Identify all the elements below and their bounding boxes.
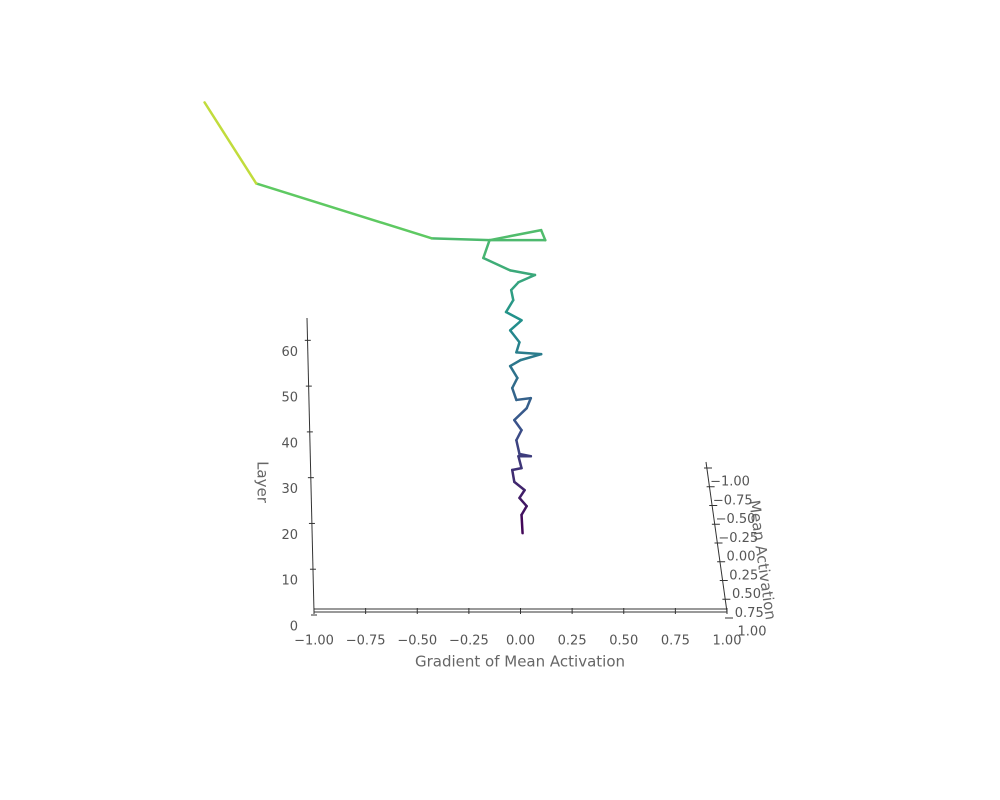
y-axis-line	[306, 317, 315, 613]
x-tick-label: 0.25	[558, 634, 587, 649]
line-segment	[510, 468, 516, 484]
z-tick-label: −0.25	[718, 531, 758, 546]
line-segment	[510, 466, 523, 472]
line-segment	[504, 298, 515, 314]
y-tick-label: 10	[281, 574, 298, 589]
z-tick-label: −0.50	[716, 512, 756, 527]
line-segment	[520, 504, 528, 517]
line-segment	[517, 454, 523, 470]
y-axis-label: Layer	[254, 461, 272, 504]
x-tick-label: 0.75	[661, 634, 690, 649]
y-tick-label: 60	[281, 345, 298, 360]
line-segment	[515, 341, 521, 354]
line-segment	[513, 418, 523, 432]
line-segment	[254, 182, 433, 240]
line-segment	[508, 329, 521, 344]
z-tick-label: 0.75	[735, 606, 764, 621]
line-segment	[518, 496, 528, 508]
line-segment	[482, 238, 491, 260]
line-segment	[515, 351, 543, 356]
x-tick-label: −0.50	[397, 634, 437, 649]
line-segment	[203, 101, 258, 185]
line-segment	[482, 256, 512, 272]
line-segment	[430, 237, 491, 242]
line-segment	[504, 310, 523, 322]
z-tick-label: 0.50	[732, 587, 761, 602]
line-segment	[515, 438, 521, 456]
line-segment	[539, 228, 547, 242]
x-tick-label: 0.50	[609, 634, 638, 649]
y-tick-label: 0	[290, 620, 298, 635]
z-tick-label: −1.00	[710, 475, 750, 490]
line-segment	[488, 228, 543, 242]
line-segment	[518, 452, 533, 458]
line-segment	[520, 513, 524, 535]
x-tick-label: 0.00	[506, 634, 535, 649]
x-axis-label: Gradient of Mean Activation	[415, 653, 625, 671]
line-segment	[510, 376, 519, 390]
z-tick-label: 1.00	[738, 625, 767, 640]
line-segment	[509, 281, 520, 292]
y-tick-label: 50	[281, 391, 298, 406]
line-segment	[508, 319, 523, 332]
line-segment	[508, 269, 537, 277]
plot-area	[203, 101, 547, 535]
line-segment	[515, 428, 523, 442]
line-segment	[510, 386, 518, 402]
line-segment	[517, 273, 537, 284]
x-tick-label: −1.00	[294, 634, 334, 649]
y-tick-label: 20	[281, 528, 298, 543]
line-segment	[513, 480, 526, 492]
line-segment	[509, 288, 515, 302]
line-segment	[513, 406, 528, 422]
x-tick-label: 1.00	[713, 634, 742, 649]
line-segment	[508, 358, 522, 368]
z-tick-label: −0.75	[713, 493, 753, 508]
x-tick-label: −0.75	[346, 634, 386, 649]
y-tick-label: 40	[281, 436, 298, 451]
z-tick-label: 0.25	[729, 568, 758, 583]
y-tick-label: 30	[281, 482, 298, 497]
z-tick-label: 0.00	[727, 550, 756, 565]
x-tick-label: −0.25	[449, 634, 489, 649]
line-segment	[508, 364, 519, 380]
line-segment	[518, 488, 526, 500]
line-segment	[525, 396, 533, 410]
line-segment	[515, 396, 533, 402]
